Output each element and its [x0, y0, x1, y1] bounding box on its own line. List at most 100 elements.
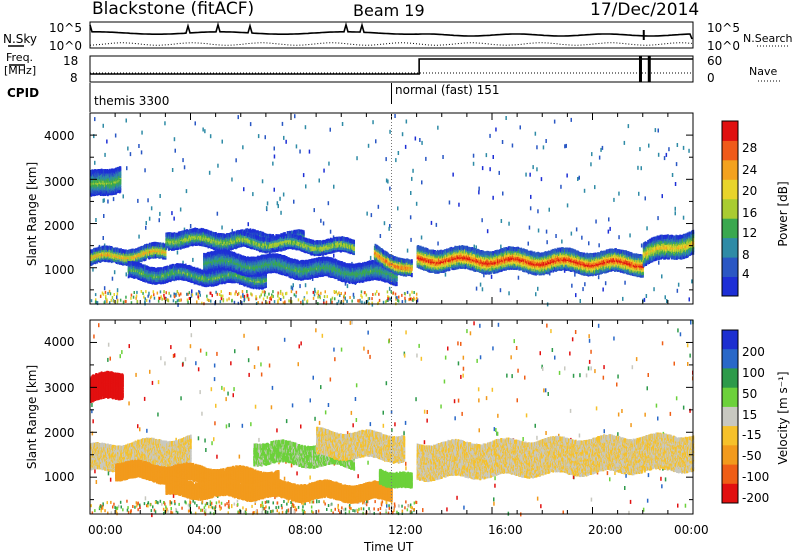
power-panel-noise-pixel	[646, 226, 648, 230]
power-panel-noise-pixel	[145, 226, 147, 230]
power-panel-clutter-pixel	[105, 291, 107, 294]
power-panel-noise-pixel	[221, 226, 223, 230]
power-panel-clutter-pixel	[416, 297, 418, 300]
power-panel-noise-pixel	[637, 166, 639, 170]
power-panel-clutter-pixel	[125, 300, 127, 303]
power-panel-noise-pixel	[421, 180, 423, 184]
power-panel-noise-pixel	[112, 277, 114, 281]
power-panel-clutter-pixel	[200, 294, 202, 297]
data-gap-mark-3	[643, 30, 645, 40]
power-panel-noise-pixel	[662, 194, 664, 198]
power-panel-noise-pixel	[171, 211, 173, 215]
power-panel-noise-pixel	[658, 261, 660, 265]
power-panel-noise-pixel	[277, 201, 279, 205]
power-panel-clutter-pixel	[267, 296, 269, 299]
power-panel-noise-pixel	[529, 226, 531, 230]
power-panel-noise-pixel	[683, 146, 685, 150]
power-panel-clutter-pixel	[173, 299, 175, 302]
power-panel-clutter-pixel	[295, 295, 297, 298]
power-panel-noise-pixel	[222, 140, 224, 144]
power-panel-noise-pixel	[657, 216, 659, 220]
power-panel-clutter-pixel	[112, 296, 114, 299]
power-panel-noise-pixel	[473, 162, 475, 166]
power-panel-noise-pixel	[127, 147, 129, 151]
power-panel-noise-pixel	[530, 195, 532, 199]
power-panel-clutter-pixel	[179, 299, 181, 302]
power-panel-noise-pixel	[141, 131, 143, 135]
power-panel-noise-pixel	[622, 297, 624, 301]
power-panel-clutter-pixel	[317, 296, 319, 299]
power-panel-noise-pixel	[629, 233, 631, 237]
power-panel-clutter-pixel	[226, 299, 228, 302]
power-panel-clutter-pixel	[234, 301, 236, 304]
power-panel-clutter-pixel	[110, 292, 112, 295]
power-panel-clutter-pixel	[269, 301, 271, 304]
power-panel-noise-pixel	[536, 145, 538, 149]
power-panel-noise-pixel	[180, 208, 182, 212]
power-panel-noise-pixel	[677, 289, 679, 293]
power-panel-clutter-pixel	[336, 290, 338, 293]
power-panel-noise-pixel	[536, 167, 538, 171]
power-panel-clutter-pixel	[262, 290, 264, 293]
power-panel-noise-pixel	[94, 161, 96, 165]
power-panel-clutter-pixel	[304, 298, 306, 301]
power-panel-clutter-pixel	[325, 290, 327, 293]
power-panel-clutter-pixel	[387, 290, 389, 293]
power-panel-noise-pixel	[421, 236, 423, 240]
power-panel-noise-pixel	[333, 185, 335, 189]
power-panel-noise-pixel	[267, 201, 269, 205]
power-panel-clutter-pixel	[398, 296, 400, 299]
power-panel-noise-pixel	[482, 287, 484, 291]
power-panel-noise-pixel	[243, 187, 245, 191]
power-panel-noise-pixel	[646, 294, 648, 298]
power-panel-noise-pixel	[296, 144, 298, 148]
power-panel-noise-pixel	[661, 274, 663, 278]
power-panel-noise-pixel	[564, 144, 566, 148]
power-panel-noise-pixel	[473, 154, 475, 158]
power-panel-clutter-pixel	[339, 294, 341, 297]
power-panel-noise-pixel	[209, 171, 211, 175]
power-panel-noise-pixel	[518, 276, 520, 280]
power-panel-noise-pixel	[555, 234, 557, 238]
power-panel-clutter-pixel	[291, 290, 293, 293]
data-gap-mark-2	[648, 56, 651, 82]
power-panel-noise-pixel	[402, 132, 404, 136]
power-panel-noise-pixel	[545, 139, 547, 143]
power-panel-noise-pixel	[305, 184, 307, 188]
power-panel-noise-pixel	[299, 284, 301, 288]
power-panel-noise-pixel	[486, 153, 488, 157]
power-panel-noise-pixel	[406, 120, 408, 124]
power-panel-noise-pixel	[546, 230, 548, 234]
power-panel-clutter-pixel	[264, 294, 266, 297]
power-panel-clutter-pixel	[277, 292, 279, 295]
power-panel-noise-pixel	[126, 272, 128, 276]
power-panel-noise-pixel	[328, 162, 330, 166]
power-panel-noise-pixel	[330, 128, 332, 132]
power-panel-clutter-pixel	[192, 293, 194, 296]
power-panel-noise-pixel	[184, 165, 186, 169]
power-panel-clutter-pixel	[369, 297, 371, 300]
power-panel-clutter-pixel	[164, 297, 166, 300]
power-panel-noise-pixel	[238, 115, 240, 119]
power-panel-clutter-pixel	[378, 293, 380, 296]
power-panel-clutter-pixel	[405, 292, 407, 295]
power-panel-clutter-pixel	[412, 299, 414, 302]
power-panel-noise-pixel	[688, 149, 690, 153]
power-panel-clutter-pixel	[279, 297, 281, 300]
power-panel-clutter-pixel	[223, 299, 225, 302]
power-panel-clutter-pixel	[288, 299, 290, 302]
power-panel-noise-pixel	[173, 217, 175, 221]
power-panel-noise-pixel	[683, 216, 685, 220]
power-panel-noise-pixel	[437, 242, 439, 246]
power-panel-clutter-pixel	[221, 290, 223, 293]
power-panel-clutter-pixel	[298, 298, 300, 301]
power-panel-noise-pixel	[608, 217, 610, 221]
power-panel-noise-pixel	[676, 162, 678, 166]
power-panel-clutter-pixel	[153, 293, 155, 296]
power-panel-clutter-pixel	[357, 299, 359, 302]
power-panel-noise-pixel	[279, 197, 281, 201]
power-panel-noise-pixel	[356, 156, 358, 160]
power-panel-noise-pixel	[537, 209, 539, 213]
power-panel-noise-pixel	[437, 126, 439, 130]
power-panel-noise-pixel	[449, 201, 451, 205]
